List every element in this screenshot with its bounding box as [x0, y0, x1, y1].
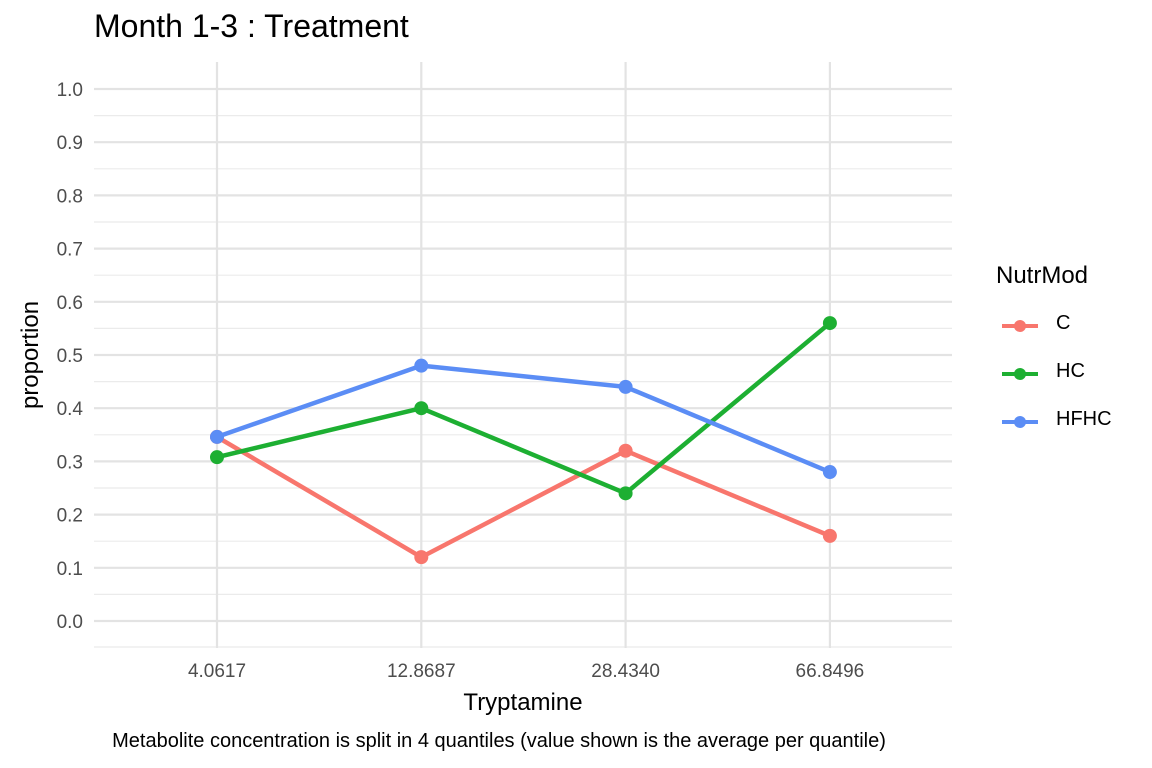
- y-tick-label: 0.0: [57, 612, 83, 633]
- x-axis-title: Tryptamine: [463, 689, 582, 716]
- x-tick-label: 12.8687: [387, 661, 456, 682]
- x-tick-label: 66.8496: [796, 661, 865, 682]
- y-tick-label: 0.3: [57, 452, 83, 473]
- data-point-hfhc: [618, 379, 633, 394]
- legend-label-hfhc: HFHC: [1056, 408, 1112, 430]
- y-tick-label: 1.0: [57, 80, 83, 101]
- legend-title: NutrMod: [996, 262, 1089, 289]
- legend-item-c: C: [996, 308, 1088, 356]
- y-tick-label: 0.9: [57, 133, 83, 154]
- legend-label-hc: HC: [1056, 360, 1085, 382]
- series-line-hc: [216, 321, 832, 496]
- y-tick-label: 0.4: [57, 399, 84, 420]
- data-point-hc: [210, 450, 224, 465]
- legend-item-hfhc: HFHC: [996, 404, 1112, 452]
- chart-title: Month 1-3 : Treatment: [94, 8, 409, 44]
- chart-caption: Metabolite concentration is split in 4 q…: [112, 730, 886, 752]
- data-point-hc: [618, 486, 633, 501]
- data-point-hc: [414, 401, 429, 416]
- data-point-hfhc: [822, 465, 837, 480]
- y-tick-label: 0.7: [57, 240, 83, 261]
- data-point-c: [618, 443, 633, 458]
- data-point-hfhc: [414, 358, 429, 373]
- y-axis-title: proportion: [17, 301, 44, 409]
- series-line-c: [215, 434, 831, 560]
- data-point-c: [822, 528, 837, 543]
- legend-dot-c: [1014, 320, 1026, 332]
- data-point-c: [414, 550, 429, 565]
- legend: NutrMod C HC HFHC: [996, 262, 1112, 452]
- y-tick-label: 0.5: [57, 346, 83, 367]
- data-point-hc: [822, 316, 837, 331]
- legend-label-c: C: [1056, 312, 1071, 334]
- legend-swatch-hfhc: [1002, 416, 1038, 428]
- y-tick-label: 0.1: [57, 559, 83, 580]
- series-line-hfhc: [216, 363, 831, 475]
- x-tick-label: 4.0617: [188, 661, 246, 682]
- y-tick-label: 0.8: [57, 186, 83, 207]
- data-point-hfhc: [210, 429, 224, 444]
- legend-swatch-hc: [1002, 368, 1038, 380]
- y-tick-label: 0.6: [57, 293, 83, 314]
- legend-dot-hfhc: [1014, 416, 1026, 428]
- legend-item-hc: HC: [996, 356, 1088, 404]
- y-tick-label: 0.2: [57, 506, 83, 527]
- x-tick-label: 28.4340: [591, 661, 660, 682]
- legend-swatch-c: [1002, 320, 1038, 332]
- legend-dot-hc: [1014, 368, 1026, 380]
